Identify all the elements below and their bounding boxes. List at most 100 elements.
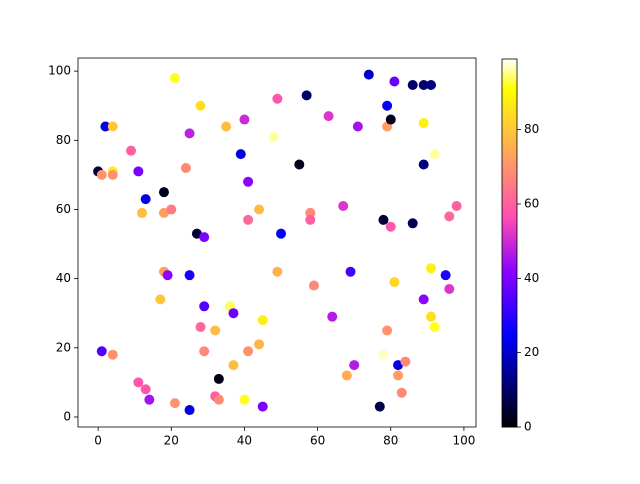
colorbar-tick-label: 60 xyxy=(524,196,539,210)
y-tick-label: 0 xyxy=(63,409,71,423)
point xyxy=(308,280,319,291)
point xyxy=(272,266,283,277)
point xyxy=(133,377,144,388)
colorbar-segment xyxy=(502,138,517,143)
colorbar-segment xyxy=(502,80,517,85)
colorbar-segment xyxy=(502,331,517,336)
point xyxy=(378,349,389,360)
colorbar-segment xyxy=(502,141,517,146)
point xyxy=(301,90,312,101)
colorbar-segment xyxy=(502,233,517,238)
colorbar-segment xyxy=(502,215,517,219)
point xyxy=(407,218,418,229)
colorbar-segment xyxy=(502,335,517,339)
colorbar-tick-label: 40 xyxy=(524,271,539,285)
point xyxy=(140,384,151,395)
point xyxy=(199,301,210,312)
colorbar-segment xyxy=(502,120,517,124)
colorbar-segment xyxy=(502,203,517,207)
point xyxy=(155,294,166,305)
colorbar-segment xyxy=(502,273,517,278)
colorbar-segment xyxy=(502,258,517,262)
colorbar-segment xyxy=(502,135,517,140)
colorbar-segment xyxy=(502,402,517,407)
colorbar-segment xyxy=(502,307,517,311)
colorbar-segment xyxy=(502,301,517,305)
colorbar-segment xyxy=(502,405,517,410)
colorbar-segment xyxy=(502,350,517,354)
x-tick-label: 80 xyxy=(383,434,398,448)
colorbar-segment xyxy=(502,83,517,88)
colorbar-segment xyxy=(502,390,517,394)
point xyxy=(126,145,137,156)
colorbar-segment xyxy=(502,249,517,253)
colorbar-segment xyxy=(502,298,517,302)
point xyxy=(184,128,195,139)
point xyxy=(429,149,440,160)
colorbar-segment xyxy=(502,65,517,69)
point xyxy=(107,349,118,360)
y-tick-label: 80 xyxy=(56,133,71,147)
point xyxy=(374,401,385,412)
point xyxy=(239,394,250,405)
colorbar-segment xyxy=(502,132,517,137)
colorbar-segment xyxy=(502,111,517,115)
colorbar-segment xyxy=(502,381,517,385)
colorbar-segment xyxy=(502,328,517,333)
y-tick-label: 100 xyxy=(48,64,71,78)
point xyxy=(349,360,360,371)
point xyxy=(158,187,169,198)
colorbar-segment xyxy=(502,114,517,118)
colorbar-segment xyxy=(502,169,517,173)
point xyxy=(243,176,254,187)
colorbar-segment xyxy=(502,414,517,419)
point xyxy=(199,232,210,243)
point xyxy=(137,207,148,218)
colorbar-segment xyxy=(502,181,517,186)
point xyxy=(162,270,173,281)
point xyxy=(426,311,437,322)
point xyxy=(338,201,349,212)
point xyxy=(107,169,118,180)
colorbar-segment xyxy=(502,313,517,318)
point xyxy=(305,207,316,218)
colorbar-segment xyxy=(502,144,517,149)
x-tick-label: 20 xyxy=(164,434,179,448)
colorbar-segment xyxy=(502,108,517,112)
colorbar-segment xyxy=(502,371,517,376)
colorbar-segment xyxy=(502,359,517,364)
colorbar-segment xyxy=(502,224,517,229)
x-tick-label: 0 xyxy=(94,434,102,448)
point xyxy=(140,194,151,205)
colorbar-segment xyxy=(502,239,517,244)
point xyxy=(213,373,224,384)
colorbar-segment xyxy=(502,77,517,81)
colorbar-tick-label: 0 xyxy=(524,420,532,434)
point xyxy=(257,401,268,412)
colorbar-segment xyxy=(502,279,517,284)
point xyxy=(444,211,455,222)
point xyxy=(429,322,440,333)
colorbar-segment xyxy=(502,227,517,232)
point xyxy=(166,204,177,215)
colorbar-segment xyxy=(502,68,517,72)
point xyxy=(268,131,279,142)
point xyxy=(323,111,334,122)
point xyxy=(239,114,250,125)
colorbar-segment xyxy=(502,341,517,345)
point xyxy=(184,405,195,416)
point xyxy=(341,370,352,381)
colorbar-segment xyxy=(502,417,517,422)
point xyxy=(418,159,429,170)
y-tick-label: 20 xyxy=(56,340,71,354)
point xyxy=(327,311,338,322)
colorbar-segment xyxy=(502,282,517,287)
colorbar-segment xyxy=(502,92,517,97)
colorbar-segment xyxy=(502,377,517,382)
colorbar-segment xyxy=(502,126,517,131)
colorbar-segment xyxy=(502,147,517,152)
point xyxy=(393,370,404,381)
colorbar-segment xyxy=(502,175,517,180)
colorbar-segment xyxy=(502,151,517,155)
colorbar-frame xyxy=(501,58,518,428)
